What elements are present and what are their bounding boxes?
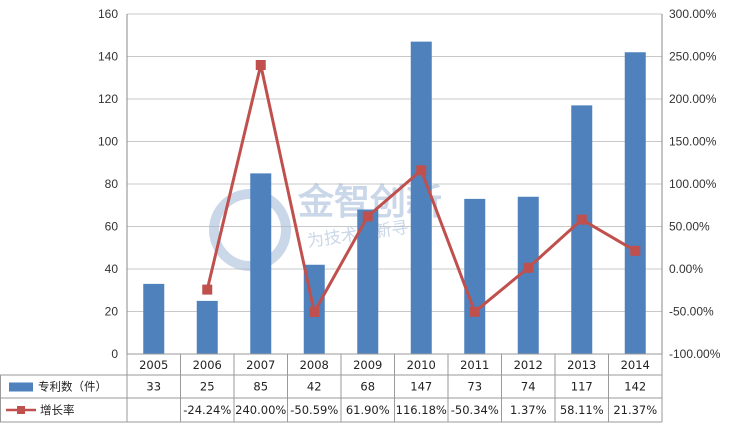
- bar: [357, 209, 379, 354]
- y-left-tick-label: 20: [105, 305, 119, 319]
- legend-key-bar: [9, 382, 33, 392]
- y-right-tick-label: 150.00%: [669, 135, 717, 149]
- data-label-count: 33: [146, 380, 161, 394]
- data-label-count: 74: [521, 380, 536, 394]
- data-label-growth: -50.34%: [451, 403, 499, 417]
- data-label-growth: 21.37%: [613, 403, 657, 417]
- line-marker: [309, 307, 320, 318]
- y-left-tick-label: 120: [98, 92, 118, 106]
- legend-key-marker: [17, 406, 25, 414]
- y-left-tick-label: 60: [105, 220, 119, 234]
- line-marker: [469, 306, 480, 317]
- data-label-growth: 58.11%: [560, 403, 604, 417]
- line-marker: [416, 165, 427, 176]
- data-label-growth: -50.59%: [290, 403, 338, 417]
- x-tick-label: 2014: [621, 358, 650, 372]
- data-label-growth: 61.90%: [346, 403, 390, 417]
- data-label-growth: 116.18%: [396, 403, 447, 417]
- data-label-count: 142: [624, 380, 646, 394]
- y-left-tick-label: 80: [105, 177, 119, 191]
- bar: [410, 41, 432, 354]
- bar: [143, 283, 165, 354]
- data-label-count: 85: [253, 380, 268, 394]
- bar: [250, 173, 272, 354]
- y-left-tick-label: 160: [98, 7, 118, 21]
- data-label-count: 147: [410, 380, 432, 394]
- y-right-tick-label: 300.00%: [669, 7, 717, 21]
- bar: [624, 52, 646, 354]
- y-right-tick-label: 100.00%: [669, 177, 717, 191]
- data-label-growth: 1.37%: [510, 403, 547, 417]
- line-marker: [523, 262, 534, 273]
- data-label-count: 42: [307, 380, 322, 394]
- data-label-count: 73: [467, 380, 482, 394]
- watermark: 金智创新 为技术创新寻: [209, 181, 442, 271]
- line-marker: [202, 284, 213, 295]
- line-series: [202, 60, 641, 318]
- axes: [126, 14, 663, 354]
- bar: [464, 198, 486, 354]
- bar: [196, 300, 218, 354]
- data-label-growth: -24.24%: [183, 403, 231, 417]
- y-right-tick-label: 50.00%: [669, 220, 710, 234]
- bar: [517, 196, 539, 354]
- line-marker: [576, 214, 587, 225]
- y-axis-left-ticks: 0 20 40 60 80 100 120 140 160: [98, 7, 118, 361]
- y-right-tick-label: -50.00%: [669, 305, 714, 319]
- line-marker: [255, 60, 266, 70]
- data-table: 2005 2006 2007 2008 2009 2010 2011 2012 2013 2014…: [0, 353, 663, 423]
- y-left-tick-label: 0: [111, 347, 118, 361]
- bar: [571, 105, 593, 354]
- line-marker: [362, 211, 373, 222]
- legend-label-line: 增长率: [40, 403, 75, 417]
- y-left-tick-label: 100: [98, 135, 118, 149]
- y-right-tick-label: 200.00%: [669, 92, 717, 106]
- x-tick-label: 2007: [246, 358, 275, 372]
- x-tick-label: 2013: [567, 358, 596, 372]
- x-tick-label: 2011: [460, 358, 489, 372]
- legend-label-bar: 专利数（件）: [38, 380, 107, 394]
- data-label-count: 68: [360, 380, 375, 394]
- data-label-count: 25: [200, 380, 215, 394]
- x-tick-label: 2006: [193, 358, 222, 372]
- x-tick-label: 2005: [139, 358, 168, 372]
- y-axis-right-ticks: -100.00% -50.00% 0.00% 50.00% 100.00% 150.00%…: [669, 7, 721, 361]
- y-left-tick-label: 140: [98, 50, 118, 64]
- watermark-logo-ring: [209, 189, 291, 271]
- x-tick-label: 2009: [353, 358, 382, 372]
- y-left-tick-label: 40: [105, 262, 119, 276]
- x-tick-label: 2012: [514, 358, 543, 372]
- y-right-tick-label: -100.00%: [669, 347, 721, 361]
- line-marker: [630, 245, 641, 256]
- x-tick-label: 2008: [300, 358, 329, 372]
- y-right-tick-label: 250.00%: [669, 50, 717, 64]
- data-label-count: 117: [571, 380, 593, 394]
- data-label-growth: 240.00%: [235, 403, 286, 417]
- y-right-tick-label: 0.00%: [669, 262, 703, 276]
- x-tick-label: 2010: [407, 358, 436, 372]
